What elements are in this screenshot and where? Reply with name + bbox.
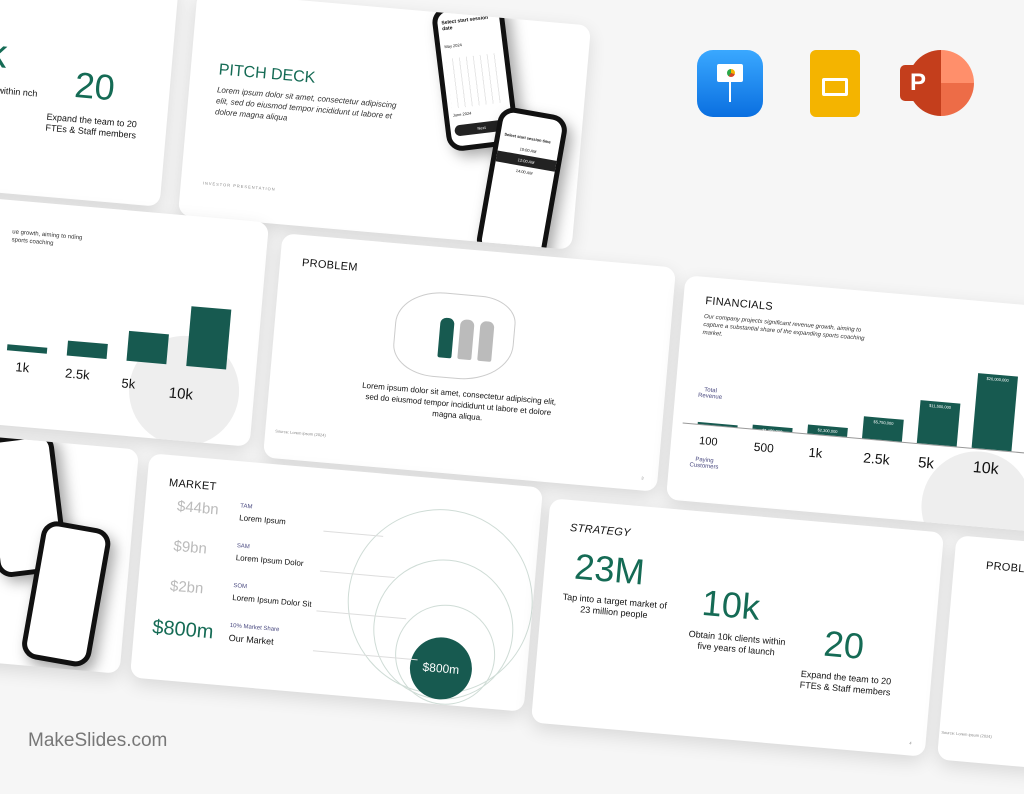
bar: $2,300,000	[807, 424, 848, 437]
bar	[126, 330, 169, 365]
calendar-grid	[445, 52, 506, 109]
market-label: Lorem Ipsum	[238, 513, 287, 527]
customer-count: 10k	[972, 459, 1000, 479]
slide-financials[interactable]: FINANCIALS Our company projects signific…	[665, 275, 1024, 534]
bar: $5,750,000	[862, 416, 904, 442]
bar: $1,150,000	[752, 424, 793, 434]
bar: $11,500,000	[916, 400, 961, 447]
map-outline	[390, 288, 518, 384]
brand-logo-text: MakeSlides.com	[28, 730, 168, 751]
bar-label: $1,150,000	[762, 427, 783, 434]
customer-count: 500	[753, 439, 775, 456]
market-value: $9bn	[172, 537, 208, 558]
bar-label: $20,000,000	[986, 375, 1009, 383]
slide-problem-partial[interactable]: PROBLEM Source: Lorem ipsum (2024)	[936, 535, 1024, 794]
market-value: $44bn	[176, 497, 220, 519]
slide-problem[interactable]: PROBLEM Lorem ipsum dolor sit amet, cons…	[262, 233, 677, 492]
slide-market[interactable]: MARKET $800m $44bn TAM Lorem Ipsum $9bn …	[129, 453, 544, 712]
bar-label: $230,000	[708, 424, 726, 432]
market-value: $800m	[151, 616, 215, 644]
google-slides-icon	[810, 50, 860, 117]
slide-financials-partial[interactable]: ue growth, aiming to nding sports coachi…	[0, 188, 270, 447]
slide-strategy-partial[interactable]: k s within nch 20 Expand the team to 20 …	[0, 0, 180, 207]
market-label: Lorem Ipsum Dolor	[235, 553, 304, 569]
customer-count: 1k	[807, 444, 823, 461]
bar: $230,000	[697, 421, 738, 431]
bar	[186, 306, 232, 370]
bar-chart	[2, 290, 266, 372]
market-tag: SAM	[236, 543, 251, 551]
market-label: Our Market	[228, 632, 275, 647]
customer-count: 100	[698, 435, 718, 449]
market-value: $2bn	[169, 577, 205, 598]
connector-line	[323, 530, 384, 537]
slide-strategy[interactable]: STRATEGY 23M Tap into a target market of…	[530, 498, 945, 757]
bar	[6, 344, 48, 354]
market-label: Lorem Ipsum Dolor Sit	[231, 592, 312, 609]
bar-chart: $230,000 $1,150,000 $2,300,000 $5,750,000 $1…	[682, 345, 1024, 458]
bar-label: $2,300,000	[817, 427, 838, 435]
market-tag: SOM	[233, 583, 248, 591]
customer-count: 5k	[917, 454, 935, 473]
bar: $20,000,000	[971, 373, 1018, 452]
bar-label: $11,500,000	[928, 402, 952, 410]
powerpoint-icon: P	[900, 50, 974, 117]
bar	[66, 340, 108, 359]
keynote-icon	[697, 50, 763, 117]
market-tag: TAM	[240, 503, 253, 511]
bar-label: $5,750,000	[873, 419, 894, 427]
market-tag: 10% Market Share	[229, 622, 280, 634]
pitch-title: PITCH DECK	[218, 61, 317, 87]
slide-pitch-deck[interactable]: PITCH DECK Lorem ipsum dolor sit amet, c…	[177, 0, 592, 250]
customer-count: 2.5k	[862, 449, 891, 468]
slide-phone-partial[interactable]	[0, 415, 140, 674]
